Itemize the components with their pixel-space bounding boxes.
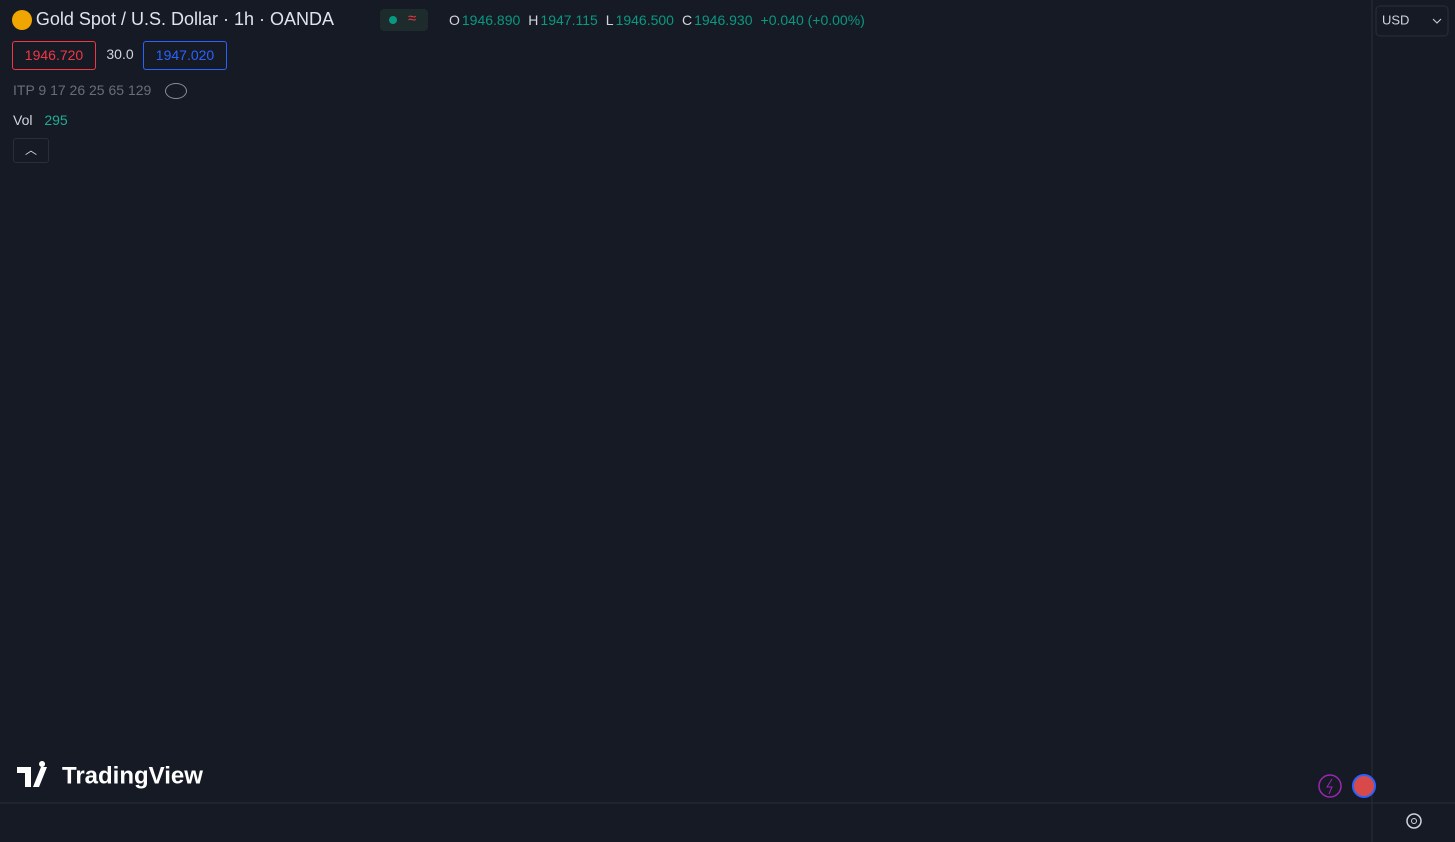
indicator-legend[interactable]: ITP 9 17 26 25 65 129 — [13, 82, 188, 100]
logo: TradingView — [17, 761, 203, 789]
ohlc-value: 1947.115 — [540, 12, 598, 28]
collapse-button[interactable]: ︿ — [13, 138, 49, 163]
status-badge: ≈ — [380, 9, 428, 31]
ohlc-key: C — [681, 12, 693, 28]
status-icon: ≈ — [408, 10, 417, 27]
logo-mark — [17, 761, 47, 787]
status-dot — [389, 16, 397, 24]
indicator: ITP 9 17 26 25 65 129 — [13, 82, 152, 98]
spread: 30.0 — [106, 46, 134, 62]
ohlc-key: H — [528, 12, 539, 28]
ohlc-value: 1946.930 — [694, 12, 753, 28]
currency[interactable]: USD — [1382, 12, 1409, 27]
ohlc-key: L — [605, 12, 614, 28]
alert-icon — [1326, 778, 1333, 795]
volume-label: Vol — [13, 112, 33, 128]
logo-text: TradingView — [62, 762, 203, 789]
settings-icon[interactable] — [1406, 813, 1422, 829]
volume-legend: Vol 295 — [13, 112, 68, 128]
chevron — [1432, 18, 1442, 24]
symbol-row: Gold Spot / U.S. Dollar · 1h · OANDA — [12, 9, 334, 30]
symbol-icon — [12, 9, 32, 30]
volume-value: 295 — [44, 112, 68, 128]
event-icon[interactable] — [1352, 774, 1376, 798]
currency-button[interactable] — [1375, 5, 1449, 37]
change: +0.040 (+0.00%) — [760, 12, 865, 28]
ohlc-value: 1946.890 — [461, 12, 521, 28]
ohlc-key: O — [449, 12, 460, 28]
ohlc-legend: O 1946.890 H 1947.115 L 1946.500 C 1946.930 +0.0… — [449, 12, 867, 28]
symbol[interactable]: Gold Spot / U.S. Dollar · 1h · OANDA — [35, 9, 334, 29]
settings-icon — [1411, 818, 1417, 824]
alert-icon[interactable] — [1318, 774, 1342, 798]
buy-button[interactable]: 1947.020 — [143, 41, 227, 70]
sell-button[interactable]: 1946.720 — [12, 41, 96, 70]
hide-icon[interactable] — [165, 83, 188, 100]
ohlc-value: 1946.500 — [615, 12, 674, 28]
